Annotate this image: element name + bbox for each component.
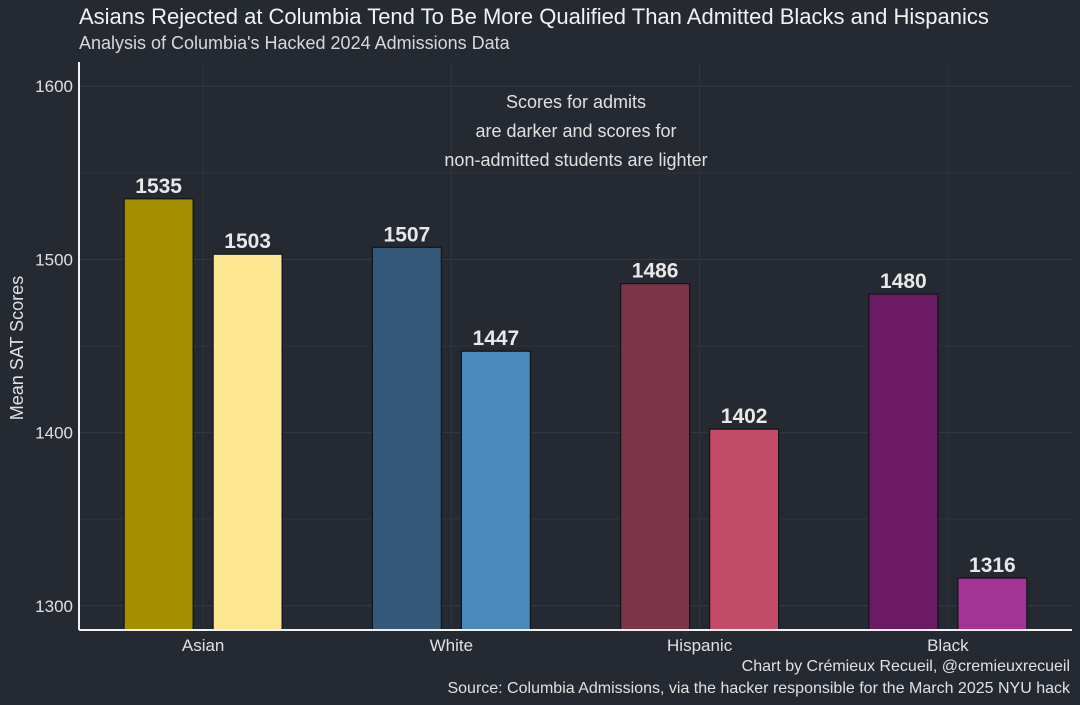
x-tick-label: Black xyxy=(927,636,969,655)
x-tick-label: Hispanic xyxy=(667,636,733,655)
bar-hispanic-not-admitted xyxy=(709,428,780,631)
x-tick-label: Asian xyxy=(182,636,225,655)
data-label: 1486 xyxy=(632,260,679,283)
bar-black-admitted xyxy=(868,293,939,631)
x-tick-label: White xyxy=(430,636,473,655)
y-tick-label: 1600 xyxy=(35,77,73,96)
y-tick-label: 1300 xyxy=(35,597,73,616)
annotation-line: non-admitted students are lighter xyxy=(444,150,707,170)
data-labels: 1535 1503 1507 1447 1486 1402 1480 1316 xyxy=(135,175,1015,577)
data-label: 1447 xyxy=(473,327,520,350)
data-label: 1480 xyxy=(880,270,927,293)
y-tick-label: 1500 xyxy=(35,250,73,269)
data-label: 1503 xyxy=(224,230,271,253)
y-axis-label: Mean SAT Scores xyxy=(7,276,27,420)
credit-source: Source: Columbia Admissions, via the hac… xyxy=(447,680,1070,697)
data-label: 1535 xyxy=(135,175,182,198)
data-label: 1402 xyxy=(721,405,768,428)
annotation-line: are darker and scores for xyxy=(475,121,676,141)
bars xyxy=(123,198,1028,631)
bar-white-not-admitted xyxy=(460,350,531,631)
data-label: 1316 xyxy=(969,554,1016,577)
bar-black-not-admitted xyxy=(957,577,1028,631)
bar-white-admitted xyxy=(371,246,442,631)
bar-asian-admitted xyxy=(123,198,194,631)
annotation-line: Scores for admits xyxy=(506,92,646,112)
annotation: Scores for admits are darker and scores f… xyxy=(444,92,707,170)
chart-subtitle: Analysis of Columbia's Hacked 2024 Admis… xyxy=(79,33,510,53)
bar-hispanic-admitted xyxy=(620,283,691,631)
y-tick-label: 1400 xyxy=(35,424,73,443)
chart-title: Asians Rejected at Columbia Tend To Be M… xyxy=(79,4,989,29)
credit-author: Chart by Crémieux Recueil, @cremieuxrecu… xyxy=(741,658,1070,675)
chart-credits: Chart by Crémieux Recueil, @cremieuxrecu… xyxy=(447,656,1070,700)
bar-asian-not-admitted xyxy=(212,253,283,631)
axes: 1300 1400 1500 1600 Asian White Hispanic Black M… xyxy=(7,62,1072,655)
data-label: 1507 xyxy=(384,223,431,246)
